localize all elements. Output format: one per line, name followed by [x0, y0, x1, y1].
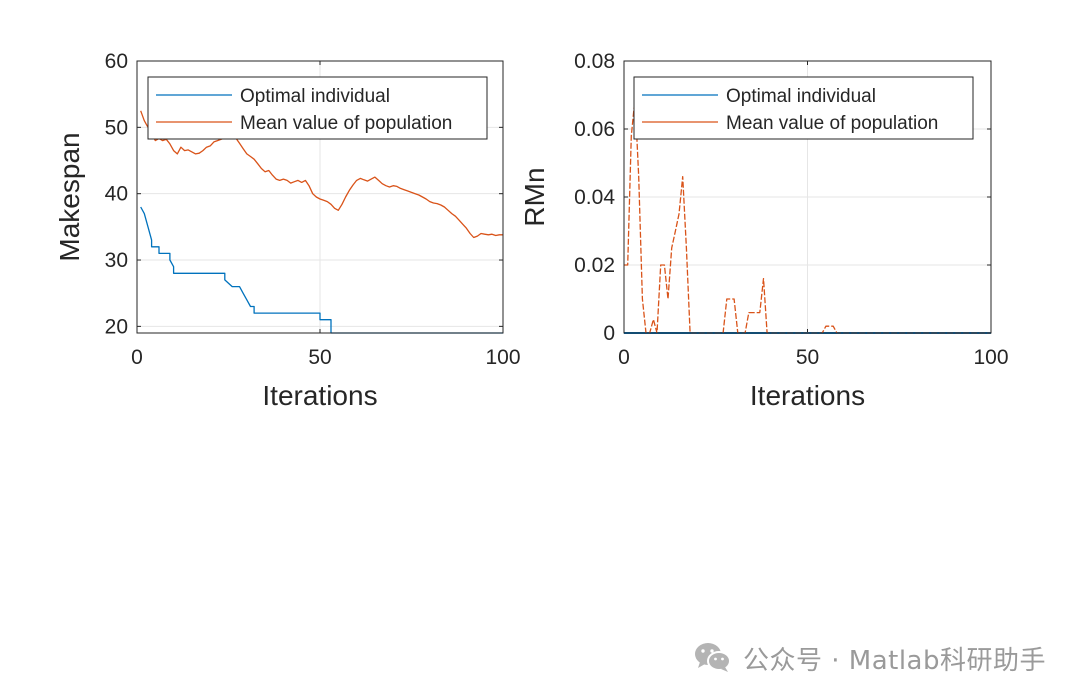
legend-box — [633, 76, 974, 140]
watermark: 公众号 · Matlab科研助手 — [693, 640, 1046, 676]
series-line-optimal-individual — [140, 206, 503, 334]
x-tick-label: 100 — [973, 346, 1008, 369]
x-axis-label: Iterations — [262, 380, 377, 411]
y-tick-label: 0.06 — [574, 118, 615, 141]
legend-label: Optimal individual — [726, 86, 876, 107]
y-tick-label: 0 — [603, 322, 615, 345]
wechat-icon — [694, 643, 731, 672]
legend-label: Mean value of population — [726, 113, 938, 134]
x-tick-label: 0 — [131, 346, 143, 369]
y-axis-label: RMn — [519, 167, 550, 226]
series-line-mean-population — [140, 110, 503, 239]
y-axis-label: Makespan — [54, 132, 85, 261]
y-tick-label: 50 — [105, 116, 128, 139]
makespan-chart: 0 50 100 20 30 40 50 60 Optimal individual Mean v… — [54, 50, 521, 411]
x-tick-label: 100 — [485, 346, 520, 369]
y-tick-label: 20 — [105, 315, 128, 338]
rmn-chart: 0 50 100 0 0.02 0.04 0.06 0.08 Optimal individua… — [519, 50, 1009, 411]
legend-box — [147, 76, 488, 140]
y-tick-label: 40 — [105, 183, 128, 206]
y-tick-label: 0.08 — [574, 50, 615, 73]
y-tick-label: 0.02 — [574, 254, 615, 277]
legend-label: Optimal individual — [240, 86, 390, 107]
series-line-mean-population — [624, 97, 991, 334]
legend-label: Mean value of population — [240, 113, 452, 134]
watermark-text: 公众号 · Matlab科研助手 — [742, 645, 1046, 676]
y-tick-label: 60 — [105, 50, 128, 73]
y-tick-label: 0.04 — [574, 186, 615, 209]
axes-box — [623, 60, 992, 334]
x-tick-label: 50 — [308, 346, 331, 369]
x-tick-label: 50 — [796, 346, 819, 369]
axes-box — [136, 60, 504, 334]
y-tick-label: 30 — [105, 249, 128, 272]
x-axis-label: Iterations — [750, 380, 865, 411]
x-tick-label: 0 — [618, 346, 630, 369]
